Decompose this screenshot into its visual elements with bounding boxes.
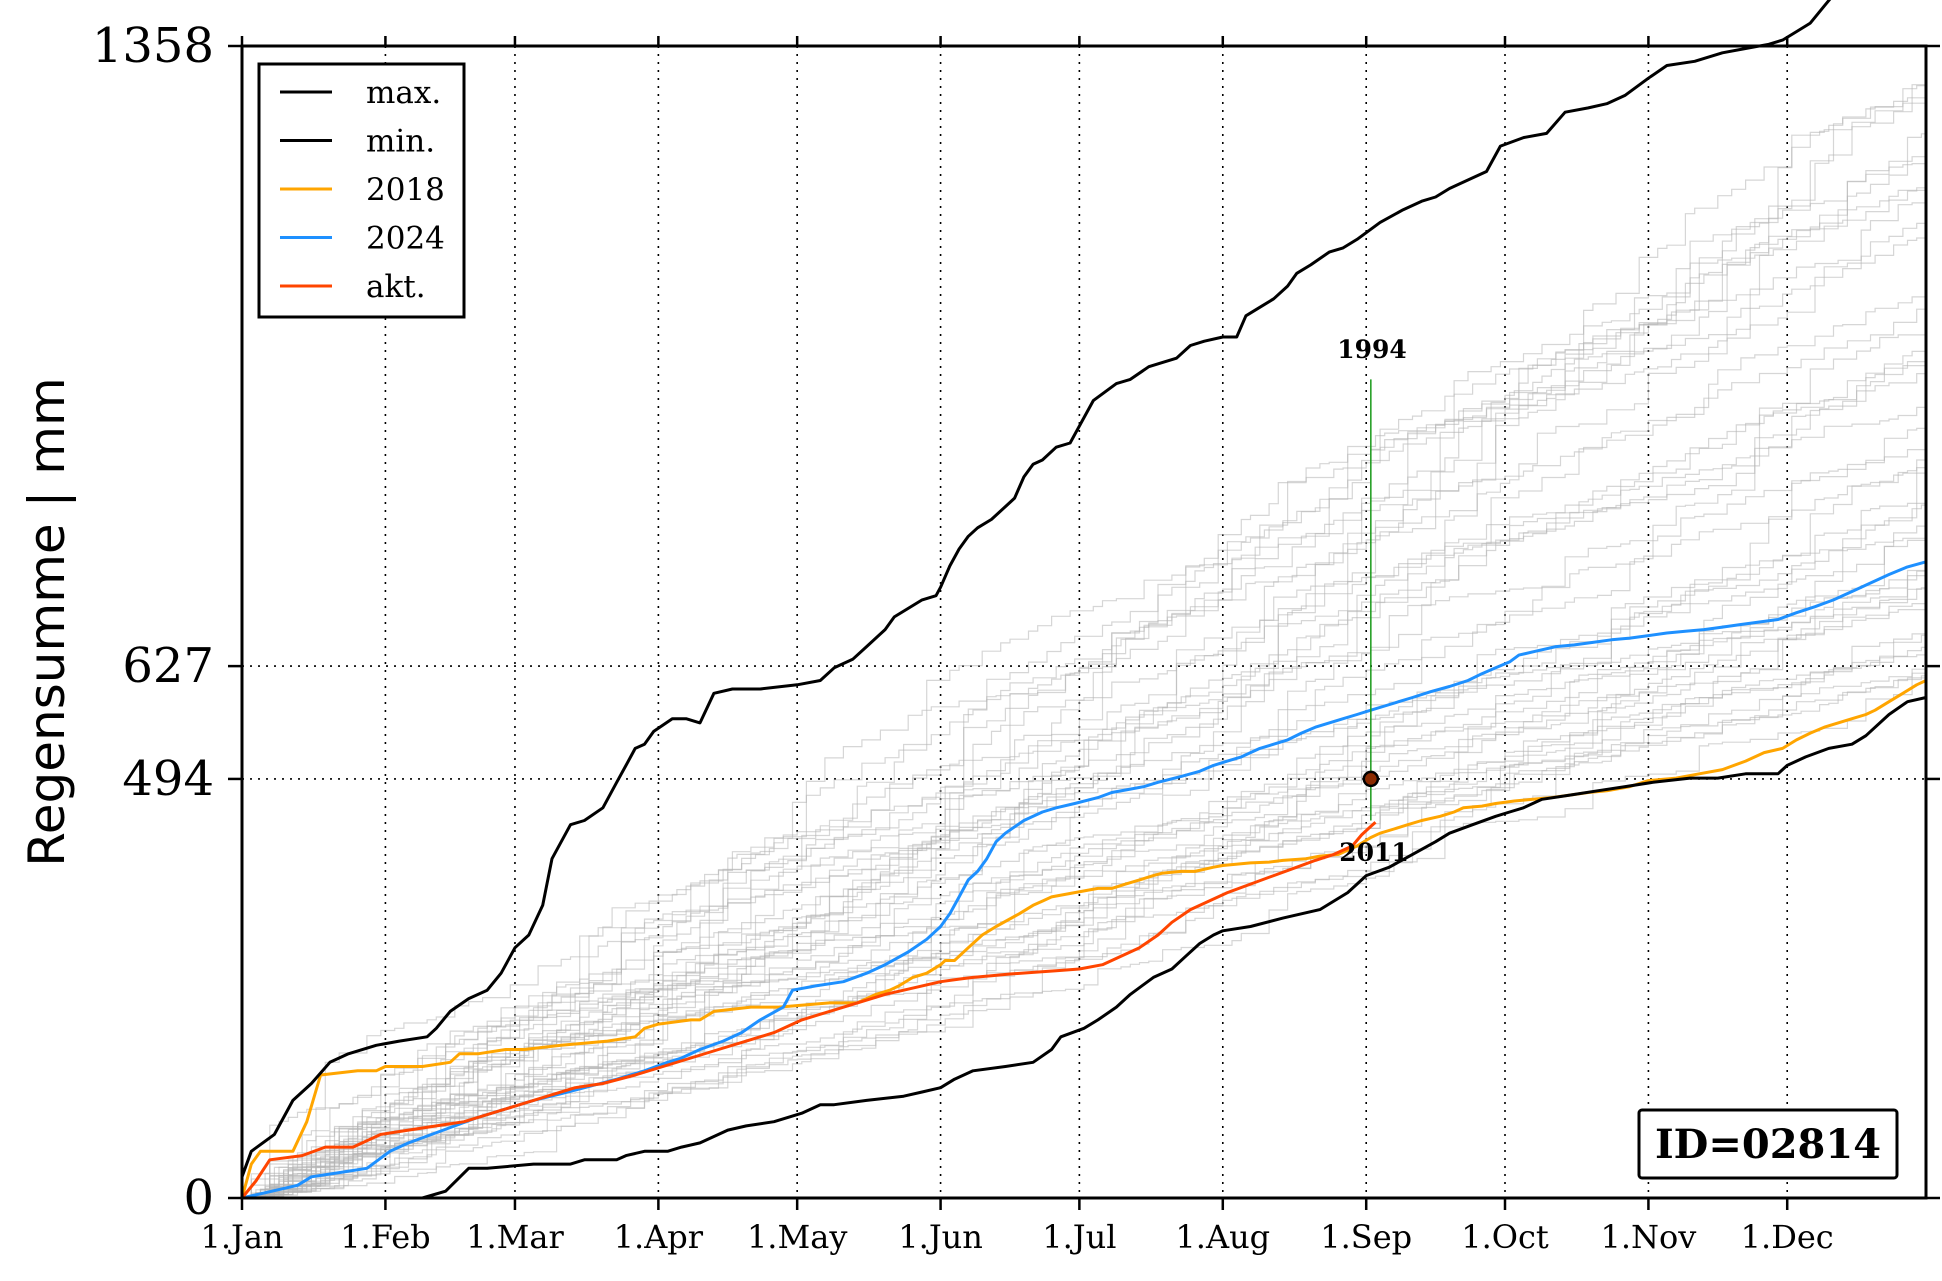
- x-tick-label: 1.Aug: [1175, 1218, 1270, 1256]
- legend-label: min.: [366, 124, 435, 160]
- other-year-line: [242, 575, 1927, 1199]
- x-tick-label: 1.Jan: [200, 1218, 283, 1256]
- other-year-line: [242, 320, 1927, 1199]
- x-tick-label: 1.Mar: [466, 1218, 564, 1256]
- other-year-line: [242, 191, 1927, 1199]
- annotation-max-year: 1994: [1337, 335, 1407, 364]
- x-tick-label: 1.Jul: [1042, 1218, 1116, 1256]
- other-year-line: [242, 394, 1927, 1199]
- plot-frame: [240, 44, 1928, 1200]
- other-year-line: [242, 665, 1927, 1199]
- other-year-line: [242, 386, 1927, 1199]
- other-year-line: [242, 186, 1927, 1199]
- y-tick-label: 627: [122, 638, 214, 694]
- x-tick-label: 1.Dec: [1741, 1218, 1834, 1256]
- current-date-marker: [1362, 379, 1380, 821]
- annotation-min-year: 2011: [1339, 838, 1409, 867]
- grid-lines: [242, 46, 1926, 1198]
- other-year-line: [242, 352, 1927, 1199]
- other-years-lines: [242, 79, 1927, 1199]
- y-tick-label: 494: [122, 751, 214, 807]
- x-tick-label: 1.Sep: [1320, 1218, 1412, 1256]
- other-year-line: [242, 646, 1927, 1199]
- other-year-line: [242, 500, 1927, 1199]
- x-tick-label: 1.Oct: [1461, 1218, 1549, 1256]
- other-year-line: [242, 185, 1927, 1199]
- other-year-line: [242, 516, 1927, 1199]
- other-year-line: [242, 155, 1927, 1199]
- other-year-line: [242, 285, 1927, 1199]
- other-year-line: [242, 79, 1927, 1199]
- current-value-point: [1362, 770, 1380, 788]
- other-year-line: [242, 630, 1927, 1199]
- legend-label: 2024: [366, 221, 445, 257]
- other-year-line: [242, 664, 1927, 1199]
- y-axis-label: Regensumme | mm: [18, 377, 76, 866]
- series-line-max: [240, 0, 1832, 1178]
- other-year-line: [242, 632, 1927, 1199]
- other-year-line: [242, 349, 1927, 1199]
- series-line-min: [242, 696, 1927, 1200]
- series-line-2018: [240, 679, 1927, 1199]
- y-tick-label: 0: [183, 1170, 214, 1226]
- other-year-line: [242, 441, 1927, 1199]
- series-lines: [240, 0, 1927, 1200]
- other-year-line: [242, 217, 1927, 1199]
- y-tick-label: 1358: [92, 18, 214, 74]
- annotation-2011: 2011: [1339, 838, 1409, 867]
- legend-label: max.: [366, 75, 441, 111]
- other-year-line: [242, 95, 1927, 1199]
- x-tick-label: 1.Feb: [340, 1218, 430, 1256]
- series-line-2024: [241, 560, 1927, 1200]
- other-year-line: [242, 587, 1927, 1199]
- other-year-line: [242, 83, 1927, 1199]
- other-year-line: [242, 470, 1927, 1199]
- other-year-line: [242, 455, 1927, 1199]
- legend-label: 2018: [366, 172, 445, 208]
- other-year-line: [242, 160, 1927, 1199]
- station-id-box: ID=02814: [1637, 1108, 1899, 1180]
- x-tick-label: 1.Apr: [614, 1218, 704, 1256]
- legend-label: akt.: [366, 269, 426, 305]
- other-year-line: [242, 533, 1927, 1199]
- x-tick-label: 1.May: [747, 1218, 847, 1256]
- other-year-line: [242, 566, 1927, 1199]
- station-id-text: ID=02814: [1655, 1121, 1881, 1168]
- station-id-frame: [1637, 1108, 1899, 1180]
- series-line-akt: [240, 821, 1377, 1199]
- other-year-line: [242, 598, 1927, 1199]
- axis-ticks: 0 494 627 1358 1.Jan 1.Feb 1.Mar 1.Apr 1.May 1.Ju…: [92, 18, 1940, 1256]
- legend: max. min. 2018 2024 akt.: [257, 62, 466, 319]
- x-tick-label: 1.Jun: [898, 1218, 983, 1256]
- annotation-1994: 1994: [1337, 335, 1407, 364]
- other-year-line: [242, 671, 1927, 1199]
- other-year-line: [242, 82, 1927, 1199]
- other-year-line: [242, 573, 1927, 1199]
- x-tick-label: 1.Nov: [1600, 1218, 1696, 1256]
- other-year-line: [242, 122, 1927, 1199]
